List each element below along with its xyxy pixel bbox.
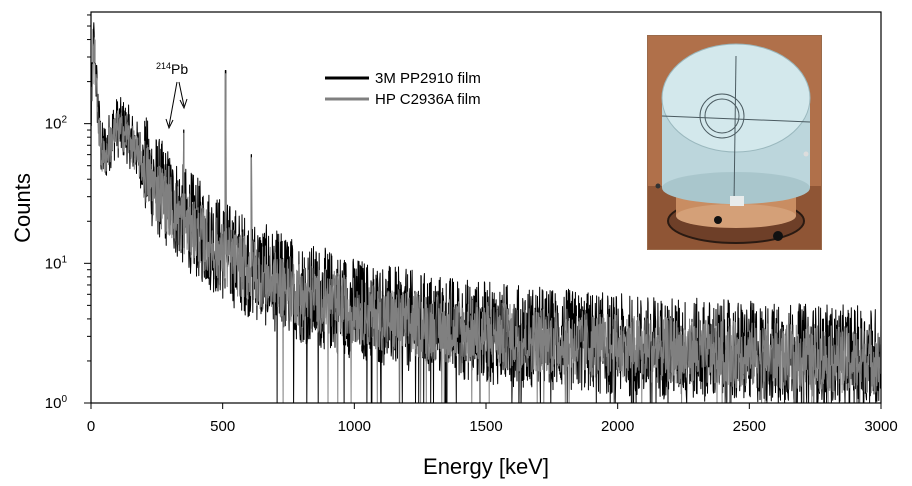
pb214-annotation: 214Pb [156,61,188,130]
y-tick-label: 101 [45,254,68,272]
x-tick-label: 500 [210,418,235,435]
svg-text:214Pb: 214Pb [156,61,188,77]
detector-cap [661,43,811,153]
y-tick-label: 100 [45,394,68,412]
x-tick-label: 2000 [601,418,634,435]
y-tick-exponent: 1 [61,254,67,265]
legend-label-hp: HP C2936A film [375,91,481,108]
spectra-group [90,22,882,404]
y-tick-exponent: 2 [61,115,67,126]
y-tick-exponent: 0 [61,394,67,405]
x-tick-label: 1500 [469,418,502,435]
pb214-mass-number: 214 [156,61,171,71]
pb214-arrow-1 [168,81,178,127]
y-tick-label: 102 [45,115,68,133]
series-hp-c2936a-line [90,37,882,404]
pb214-element: Pb [171,61,188,77]
pb214-arrowhead-2 [179,98,188,110]
y-tick-base: 10 [45,255,62,272]
x-tick-label: 0 [87,418,95,435]
legend-label-3m: 3M PP2910 film [375,70,481,87]
x-tick-label: 2500 [733,418,766,435]
y-tick-base: 10 [45,395,62,412]
detector-photo-icon [648,36,821,249]
pb214-arrow-2 [178,81,185,107]
x-axis-title: Energy [keV] [423,454,549,479]
pb214-arrowhead-1 [165,118,174,130]
legend: 3M PP2910 film HP C2936A film [325,70,481,108]
y-tick-base: 10 [45,116,62,133]
x-tick-label: 3000 [864,418,897,435]
y-axis-title: Counts [10,173,35,243]
x-tick-label: 1000 [338,418,371,435]
x-axis: 0 500 1000 1500 2000 2500 3000 [87,403,898,435]
detector-photo [647,35,822,250]
